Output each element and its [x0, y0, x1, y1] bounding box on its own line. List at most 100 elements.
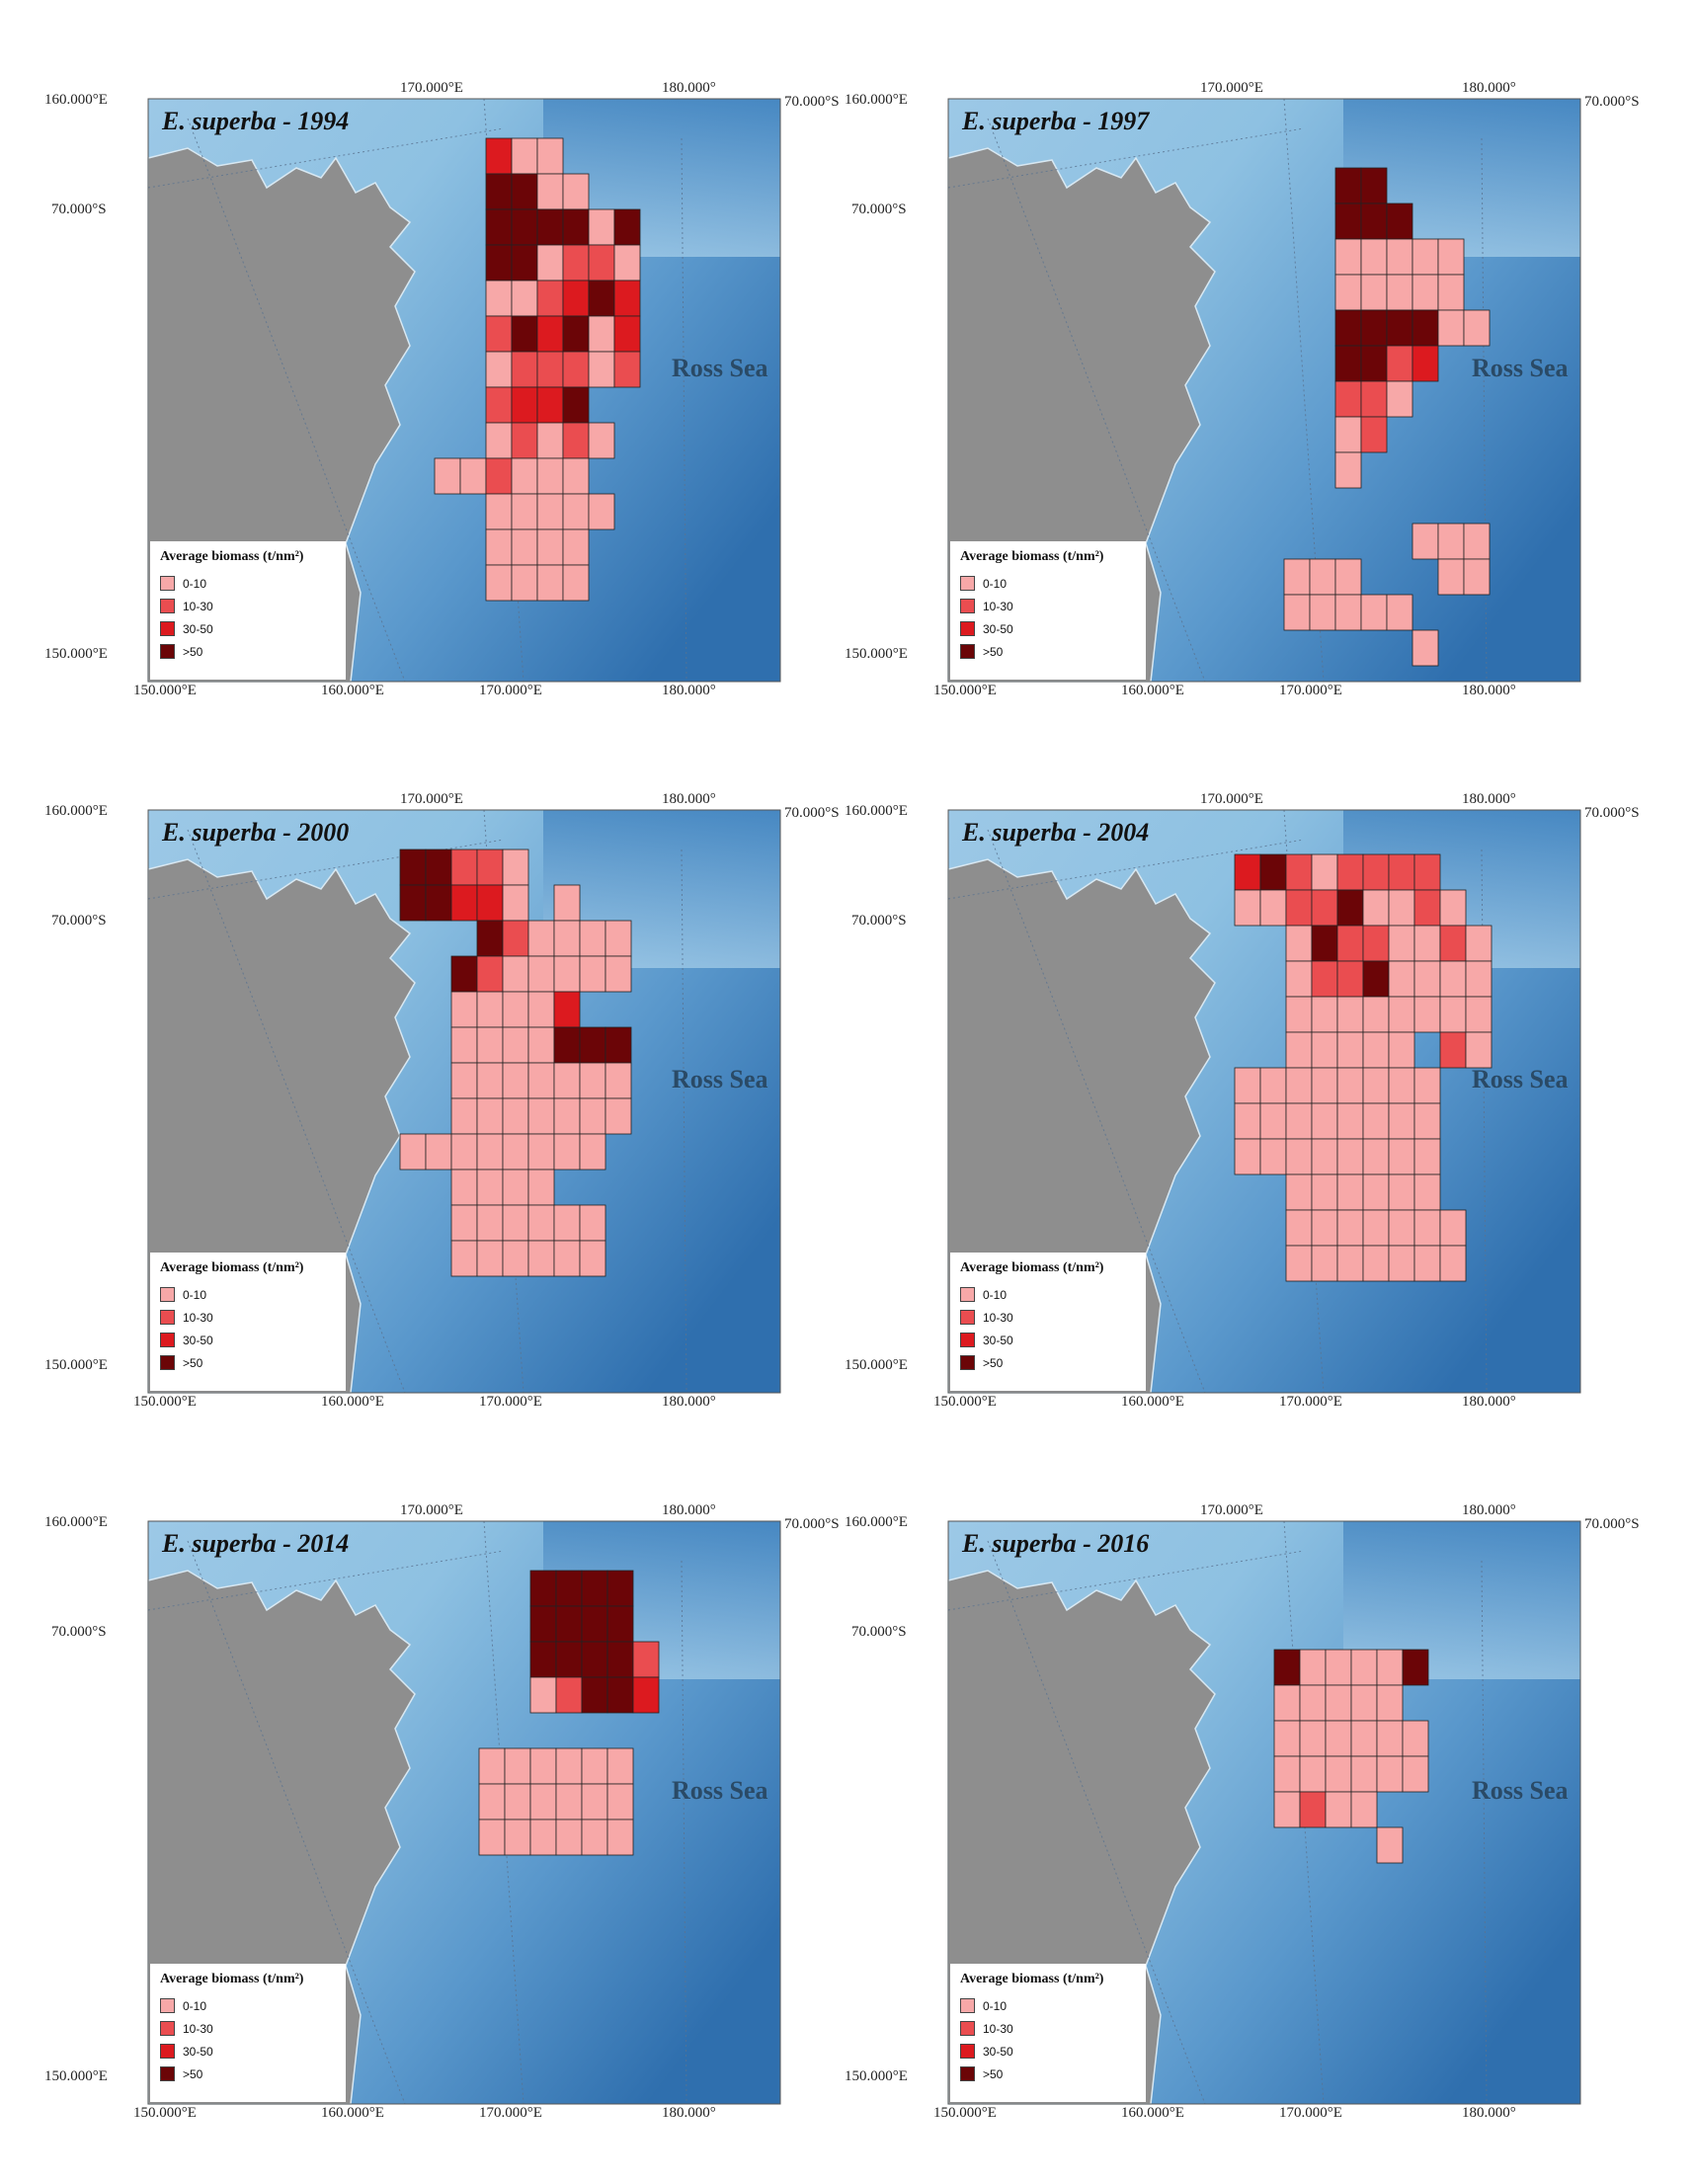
biomass-cell	[1360, 274, 1388, 311]
legend-swatch	[960, 2021, 975, 2036]
biomass-cell	[1299, 1720, 1327, 1757]
sea-label: Ross Sea	[672, 1776, 768, 1805]
biomass-cell	[555, 1819, 583, 1856]
coord-tick-label: 160.000°E	[321, 683, 384, 698]
biomass-cell	[1437, 238, 1465, 276]
biomass-cell	[579, 1240, 606, 1277]
coord-tick-label: 150.000°E	[845, 1357, 908, 1373]
map-panel-2016: E. superba - 2016 Ross Sea 160.000°E 70.000…	[830, 1501, 1640, 2134]
legend-item: >50	[160, 1351, 336, 1374]
biomass-cell	[1439, 960, 1467, 998]
biomass-cell	[504, 1819, 531, 1856]
biomass-cell	[1412, 309, 1439, 347]
biomass-cell	[632, 1676, 660, 1714]
legend-item: 30-50	[960, 2040, 1136, 2063]
biomass-cell	[562, 244, 590, 282]
biomass-cell	[1350, 1755, 1378, 1793]
biomass-cell	[511, 564, 538, 602]
biomass-cell	[605, 1062, 632, 1099]
biomass-cell	[1439, 1245, 1467, 1282]
coord-tick-label: 170.000°E	[1279, 1394, 1342, 1410]
biomass-cell	[1325, 1755, 1352, 1793]
biomass-cell	[476, 1204, 504, 1242]
biomass-cell	[1285, 1067, 1313, 1104]
biomass-cell	[606, 1641, 634, 1678]
biomass-cell	[1360, 594, 1388, 631]
map-frame	[147, 98, 781, 683]
biomass-cell	[476, 1169, 504, 1206]
biomass-cell	[536, 493, 564, 530]
biomass-cell	[1413, 1102, 1441, 1140]
biomass-cell	[511, 386, 538, 424]
biomass-cell	[478, 1747, 506, 1785]
legend-label: 10-30	[183, 1310, 213, 1325]
map-canvas	[147, 809, 781, 1394]
biomass-cell	[485, 315, 513, 353]
legend-item: >50	[160, 640, 336, 663]
legend-label: >50	[183, 644, 203, 659]
biomass-cell	[553, 1026, 581, 1064]
coord-tick-label: 170.000°E	[400, 791, 463, 807]
biomass-cell	[485, 493, 513, 530]
biomass-cell	[605, 1026, 632, 1064]
legend-swatch	[960, 621, 975, 636]
biomass-cell	[613, 208, 641, 246]
coord-tick-label: 180.000°	[662, 1394, 716, 1410]
legend-label: 0-10	[983, 1998, 1008, 2013]
biomass-cell	[1386, 594, 1413, 631]
biomass-cell	[1259, 853, 1287, 891]
biomass-cell	[1336, 889, 1364, 927]
biomass-cell	[581, 1605, 608, 1643]
biomass-cell	[1386, 380, 1413, 418]
biomass-cell	[1362, 1031, 1390, 1069]
legend-item: 30-50	[160, 2040, 336, 2063]
biomass-cell	[1311, 960, 1338, 998]
biomass-cell	[562, 173, 590, 210]
biomass-cell	[1413, 853, 1441, 891]
sea-label: Ross Sea	[1472, 1065, 1569, 1093]
biomass-cell	[529, 1783, 557, 1820]
panel-title: E. superba - 2014	[162, 1529, 350, 1558]
biomass-cell	[450, 1026, 478, 1064]
biomass-legend: Average biomass (t/nm²) 0-10 10-30 30-50 >50	[150, 1964, 346, 2102]
biomass-cell	[553, 1062, 581, 1099]
biomass-cell	[562, 422, 590, 459]
biomass-cell	[1362, 996, 1390, 1033]
biomass-cell	[613, 280, 641, 317]
coord-tick-label: 170.000°E	[1200, 80, 1263, 96]
legend-swatch	[160, 1998, 175, 2013]
biomass-legend: Average biomass (t/nm²) 0-10 10-30 30-50 >50	[950, 541, 1146, 680]
biomass-cell	[613, 315, 641, 353]
biomass-cell	[502, 1240, 529, 1277]
biomass-cell	[450, 1240, 478, 1277]
biomass-cell	[1386, 238, 1413, 276]
legend-swatch	[960, 1998, 975, 2013]
coord-tick-label: 170.000°E	[1279, 2105, 1342, 2121]
biomass-cell	[1386, 345, 1413, 382]
coord-tick-label: 160.000°E	[1121, 1394, 1184, 1410]
biomass-cell	[1336, 996, 1364, 1033]
legend-item: >50	[960, 2063, 1136, 2085]
biomass-cell	[536, 137, 564, 175]
legend-item: 0-10	[960, 1283, 1136, 1306]
biomass-cell	[1439, 996, 1467, 1033]
biomass-cell	[579, 955, 606, 993]
biomass-cell	[476, 1133, 504, 1171]
biomass-cell	[1234, 1138, 1261, 1175]
sea-label: Ross Sea	[672, 1065, 768, 1093]
biomass-cell	[1259, 1102, 1287, 1140]
biomass-cell	[1360, 416, 1388, 453]
coord-tick-label: 70.000°S	[784, 805, 840, 821]
legend-label: 0-10	[183, 576, 207, 591]
coord-tick-label: 70.000°S	[51, 913, 107, 929]
sea-label: Ross Sea	[1472, 1776, 1569, 1805]
biomass-cell	[1388, 960, 1415, 998]
coord-tick-label: 180.000°	[662, 683, 716, 698]
biomass-cell	[1299, 1755, 1327, 1793]
legend-item: 0-10	[960, 1994, 1136, 2017]
sea-label: Ross Sea	[672, 354, 768, 382]
biomass-cell	[450, 849, 478, 886]
coord-tick-label: 180.000°	[1462, 80, 1516, 96]
legend-label: >50	[183, 2066, 203, 2081]
biomass-cell	[476, 920, 504, 957]
